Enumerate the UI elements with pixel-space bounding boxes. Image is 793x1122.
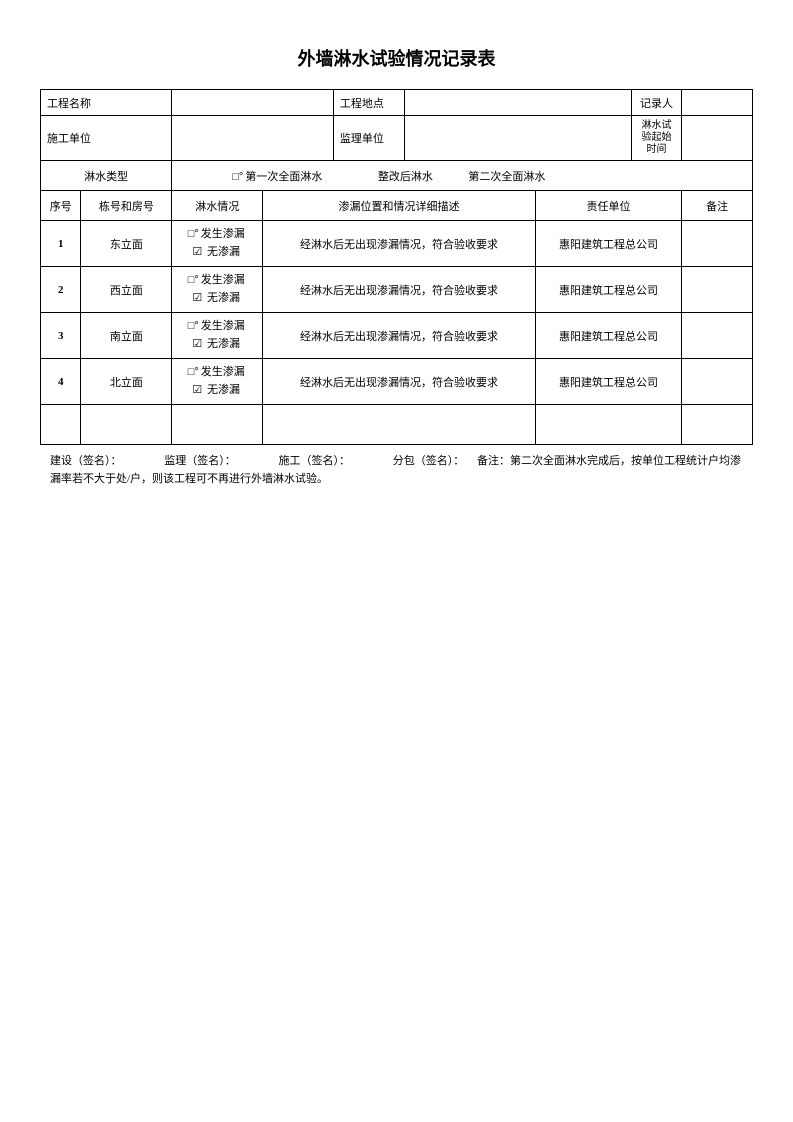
noleak-label: 无渗漏 bbox=[207, 246, 240, 258]
supervision-unit-value bbox=[404, 116, 631, 161]
checkbox-checked-icon: ☑ bbox=[192, 382, 202, 400]
col-responsible: 责任单位 bbox=[535, 191, 681, 221]
leak-label: 发生渗漏 bbox=[201, 320, 245, 332]
row-responsible: 惠阳建筑工程总公司 bbox=[535, 221, 681, 267]
supervision-unit-label: 监理单位 bbox=[333, 116, 404, 161]
data-header-row: 序号 栋号和房号 淋水情况 渗漏位置和情况详细描述 责任单位 备注 bbox=[41, 191, 753, 221]
col-situation: 淋水情况 bbox=[172, 191, 263, 221]
table-row: 4 北立面 □°发生渗漏 ☑ 无渗漏 经淋水后无出现渗漏情况，符合验收要求 惠阳… bbox=[41, 359, 753, 405]
project-name-value bbox=[172, 90, 334, 116]
sig-subcontractor: 分包（签名）： bbox=[393, 453, 465, 471]
row-description: 经淋水后无出现渗漏情况，符合验收要求 bbox=[263, 313, 536, 359]
empty-cell bbox=[682, 405, 753, 445]
checkbox-checked-icon: ☑ bbox=[192, 244, 202, 262]
option1-text: 第一次全面淋水 bbox=[245, 171, 322, 183]
empty-cell bbox=[41, 405, 81, 445]
test-time-label: 淋水试验起始时间 bbox=[631, 116, 681, 161]
col-description: 渗漏位置和情况详细描述 bbox=[263, 191, 536, 221]
row-responsible: 惠阳建筑工程总公司 bbox=[535, 313, 681, 359]
record-table: 工程名称 工程地点 记录人 施工单位 监理单位 淋水试验起始时间 淋水类型 □°… bbox=[40, 89, 753, 445]
row-situation: □°发生渗漏 ☑ 无渗漏 bbox=[172, 359, 263, 405]
sig-contractor: 施工（签名）： bbox=[279, 453, 351, 471]
noleak-label: 无渗漏 bbox=[207, 384, 240, 396]
water-type-label: 淋水类型 bbox=[41, 161, 172, 191]
test-time-value bbox=[682, 116, 753, 161]
page-title: 外墙淋水试验情况记录表 bbox=[40, 45, 753, 71]
row-description: 经淋水后无出现渗漏情况，符合验收要求 bbox=[263, 359, 536, 405]
water-type-row: 淋水类型 □°第一次全面淋水 整改后淋水 第二次全面淋水 bbox=[41, 161, 753, 191]
empty-row bbox=[41, 405, 753, 445]
leak-label: 发生渗漏 bbox=[201, 228, 245, 240]
construction-unit-value bbox=[172, 116, 334, 161]
recorder-value bbox=[682, 90, 753, 116]
checkbox-empty-icon: □° bbox=[188, 318, 199, 336]
empty-cell bbox=[172, 405, 263, 445]
row-remark bbox=[682, 359, 753, 405]
checkbox-empty-icon: □° bbox=[188, 272, 199, 290]
construction-unit-label: 施工单位 bbox=[41, 116, 172, 161]
header-row-1: 工程名称 工程地点 记录人 bbox=[41, 90, 753, 116]
footer-section: 建设（签名）： 监理（签名）： 施工（签名）： 分包（签名）： 备注：第二次全面… bbox=[40, 453, 753, 488]
leak-label: 发生渗漏 bbox=[201, 274, 245, 286]
checkbox-icon: □° bbox=[232, 171, 243, 183]
empty-cell bbox=[535, 405, 681, 445]
row-building: 北立面 bbox=[81, 359, 172, 405]
row-description: 经淋水后无出现渗漏情况，符合验收要求 bbox=[263, 267, 536, 313]
row-building: 西立面 bbox=[81, 267, 172, 313]
recorder-label: 记录人 bbox=[631, 90, 681, 116]
water-type-options: □°第一次全面淋水 整改后淋水 第二次全面淋水 bbox=[172, 161, 753, 191]
project-location-value bbox=[404, 90, 631, 116]
checkbox-empty-icon: □° bbox=[188, 364, 199, 382]
row-seq: 4 bbox=[41, 359, 81, 405]
checkbox-empty-icon: □° bbox=[188, 226, 199, 244]
table-row: 2 西立面 □°发生渗漏 ☑ 无渗漏 经淋水后无出现渗漏情况，符合验收要求 惠阳… bbox=[41, 267, 753, 313]
empty-cell bbox=[263, 405, 536, 445]
row-description: 经淋水后无出现渗漏情况，符合验收要求 bbox=[263, 221, 536, 267]
row-responsible: 惠阳建筑工程总公司 bbox=[535, 267, 681, 313]
row-remark bbox=[682, 221, 753, 267]
row-responsible: 惠阳建筑工程总公司 bbox=[535, 359, 681, 405]
noleak-label: 无渗漏 bbox=[207, 292, 240, 304]
noleak-label: 无渗漏 bbox=[207, 338, 240, 350]
option2-text: 整改后淋水 bbox=[378, 171, 433, 183]
row-remark bbox=[682, 313, 753, 359]
header-row-2: 施工单位 监理单位 淋水试验起始时间 bbox=[41, 116, 753, 161]
project-name-label: 工程名称 bbox=[41, 90, 172, 116]
checkbox-checked-icon: ☑ bbox=[192, 336, 202, 354]
option3-text: 第二次全面淋水 bbox=[468, 171, 545, 183]
row-remark bbox=[682, 267, 753, 313]
row-building: 东立面 bbox=[81, 221, 172, 267]
col-seq: 序号 bbox=[41, 191, 81, 221]
table-row: 3 南立面 □°发生渗漏 ☑ 无渗漏 经淋水后无出现渗漏情况，符合验收要求 惠阳… bbox=[41, 313, 753, 359]
empty-cell bbox=[81, 405, 172, 445]
row-seq: 1 bbox=[41, 221, 81, 267]
row-situation: □°发生渗漏 ☑ 无渗漏 bbox=[172, 267, 263, 313]
table-row: 1 东立面 □°发生渗漏 ☑ 无渗漏 经淋水后无出现渗漏情况，符合验收要求 惠阳… bbox=[41, 221, 753, 267]
row-situation: □°发生渗漏 ☑ 无渗漏 bbox=[172, 221, 263, 267]
col-building: 栋号和房号 bbox=[81, 191, 172, 221]
row-building: 南立面 bbox=[81, 313, 172, 359]
sig-supervision: 监理（签名）： bbox=[164, 453, 236, 471]
checkbox-checked-icon: ☑ bbox=[192, 290, 202, 308]
sig-construction: 建设（签名）： bbox=[50, 453, 122, 471]
col-remark: 备注 bbox=[682, 191, 753, 221]
row-situation: □°发生渗漏 ☑ 无渗漏 bbox=[172, 313, 263, 359]
row-seq: 2 bbox=[41, 267, 81, 313]
project-location-label: 工程地点 bbox=[333, 90, 404, 116]
leak-label: 发生渗漏 bbox=[201, 366, 245, 378]
row-seq: 3 bbox=[41, 313, 81, 359]
